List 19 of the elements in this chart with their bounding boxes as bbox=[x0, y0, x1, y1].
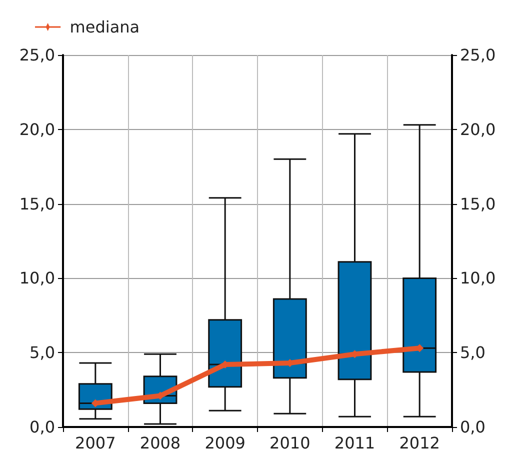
x-tick-label: 2007 bbox=[75, 434, 116, 452]
x-tick-label: 2008 bbox=[140, 434, 181, 452]
y2-tick-label: 10,0 bbox=[460, 268, 496, 288]
x-tick-label: 2011 bbox=[334, 434, 376, 452]
y2-tick-label: 20,0 bbox=[460, 120, 496, 139]
y-tick-label: 10,0 bbox=[19, 268, 55, 288]
y-tick-label: 15,0 bbox=[19, 194, 55, 214]
y2-tick-label: 25,0 bbox=[460, 46, 496, 64]
y-tick-label: 0,0 bbox=[30, 418, 55, 436]
y2-tick-label: 0,0 bbox=[460, 418, 486, 436]
x-tick-label: 2009 bbox=[204, 434, 246, 452]
y2-tick-label: 5,0 bbox=[460, 343, 486, 362]
y-tick-label: 25,0 bbox=[19, 46, 55, 64]
x-tick-label: 2012 bbox=[399, 434, 440, 452]
legend-label: mediana bbox=[70, 18, 140, 36]
y-tick-label: 5,0 bbox=[30, 343, 55, 362]
y-tick-label: 20,0 bbox=[19, 120, 55, 139]
y2-tick-label: 15,0 bbox=[460, 194, 496, 214]
x-tick-label: 2010 bbox=[270, 434, 310, 452]
